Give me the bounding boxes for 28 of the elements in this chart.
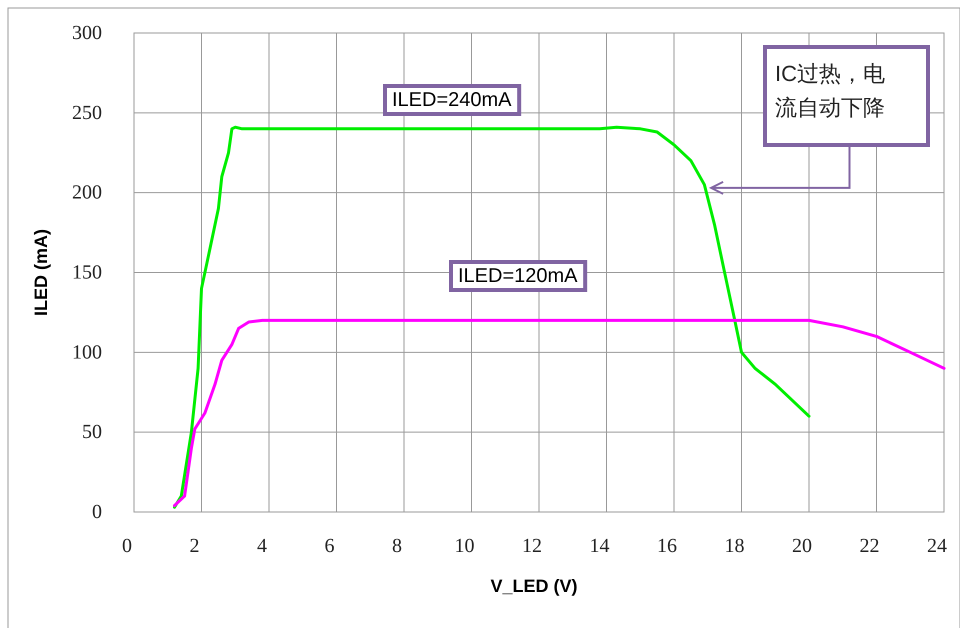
x-tick-label: 0 (122, 535, 132, 557)
x-tick-label: 10 (454, 535, 474, 557)
x-tick-label: 20 (792, 535, 812, 557)
x-tick-label: 14 (590, 535, 610, 557)
x-tick-label: 8 (392, 535, 402, 557)
x-tick-label: 6 (324, 535, 334, 557)
line-series (173, 126, 810, 509)
line-series (173, 318, 946, 508)
series-label: ILED=120mA (458, 265, 578, 287)
y-axis-title: ILED (mA) (31, 229, 51, 316)
callout: IC过热，电流自动下降 (708, 45, 930, 195)
x-tick-label: 18 (724, 535, 744, 557)
x-tick-label: 16 (657, 535, 677, 557)
x-tick-label: 24 (927, 535, 947, 557)
y-tick-label: 200 (72, 182, 102, 204)
x-tick-label: 2 (190, 535, 200, 557)
y-tick-label: 100 (72, 341, 102, 364)
y-tick-label: 150 (72, 262, 102, 284)
y-tick-label: 300 (72, 22, 102, 44)
x-tick-label: 4 (257, 535, 267, 557)
y-tick-label: 0 (92, 501, 102, 523)
y-tick-label: 250 (72, 102, 102, 124)
x-axis-title: V_LED (V) (490, 576, 578, 596)
y-tick-label: 50 (82, 421, 102, 444)
series-label: ILED=240mA (392, 89, 512, 111)
x-tick-label: 12 (522, 535, 542, 557)
x-tick-label: 22 (860, 535, 880, 557)
annotation: IC过热，电流自动下降 (775, 61, 885, 120)
